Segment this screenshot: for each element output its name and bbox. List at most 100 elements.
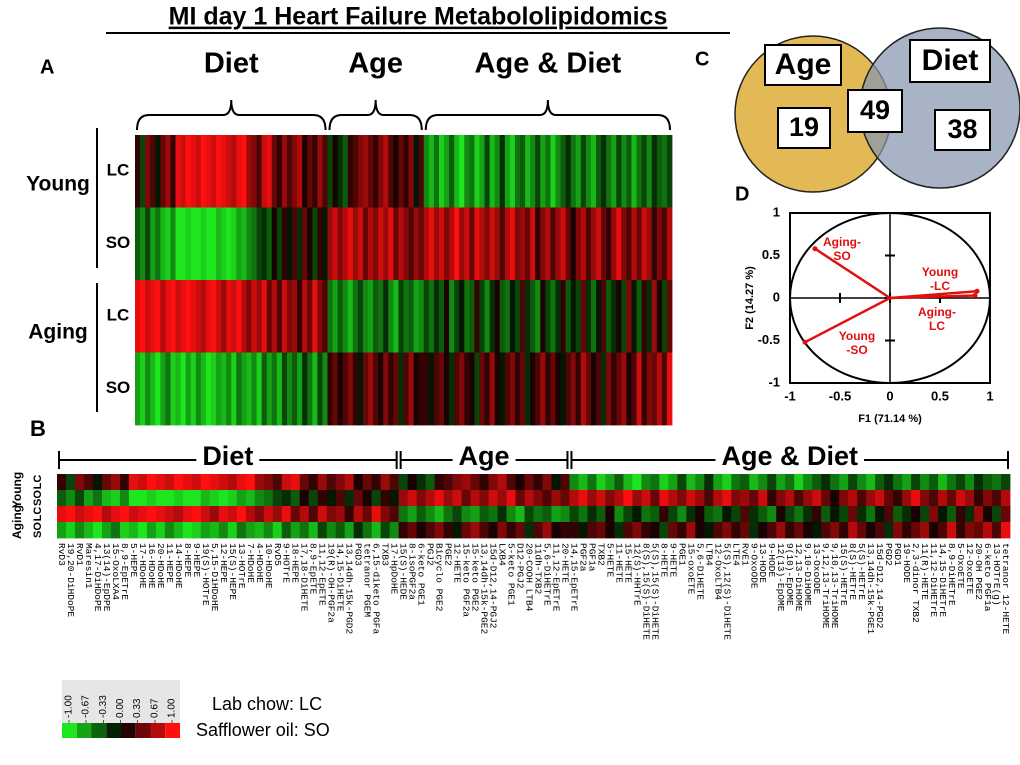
heatmap-cell	[226, 135, 232, 208]
heatmap-cell	[506, 522, 516, 539]
heatmap-cell	[632, 506, 642, 523]
metabolite-label: 11-HETE	[613, 543, 624, 583]
heatmap-cell	[322, 135, 328, 208]
heatmap-cell	[413, 352, 420, 426]
heatmap-cell	[570, 280, 577, 353]
heatmap-cell	[209, 506, 220, 523]
heatmap-cell	[965, 490, 975, 507]
heatmap-cell	[509, 280, 516, 353]
heatmap-cell	[371, 474, 382, 491]
heatmap-cell	[992, 506, 1002, 523]
heatmap-cell	[479, 506, 489, 523]
heatmap-cell	[585, 352, 592, 426]
heatmap-cell	[216, 280, 222, 353]
heatmap-cell	[383, 135, 389, 208]
heatmap-cell	[209, 474, 220, 491]
heatmap-cell	[362, 207, 369, 281]
heatmap-cell	[992, 490, 1002, 507]
heatmap-cell	[614, 506, 624, 523]
heatmap-cell	[560, 352, 567, 426]
heatmap-cell	[246, 280, 252, 353]
heatmap-cell	[661, 280, 668, 353]
heatmap-cell	[140, 280, 146, 353]
heatmap-cell	[974, 490, 984, 507]
heatmap-cell	[606, 135, 612, 208]
heatmap-cell	[371, 490, 382, 507]
metabolite-label: PGD1	[892, 543, 903, 566]
metabolite-label: 12,13-DiHOME	[793, 543, 804, 612]
heatmap-cell	[226, 207, 232, 281]
heatmap-cell	[506, 490, 516, 507]
heatmap-cell	[434, 490, 444, 507]
heatmap-cell	[570, 207, 577, 281]
heatmap-cell	[929, 506, 939, 523]
heatmap-cell	[209, 490, 220, 507]
metabolite-label: 9,10,13-TriHOME	[829, 543, 840, 629]
heatmap-cell	[276, 207, 283, 281]
metabolite-label: 8-HETE	[658, 543, 669, 578]
heatmap-cell	[373, 352, 379, 426]
heatmap-cell	[128, 490, 139, 507]
metabolite-label: Maresin1	[83, 543, 94, 589]
heatmap-cell	[614, 522, 624, 539]
heatmap-cell	[992, 522, 1002, 539]
heatmap-cell	[974, 522, 984, 539]
heatmap-cell	[175, 207, 181, 281]
metabolite-label: 5-keto PGE1	[506, 543, 517, 606]
heatmap-cell	[175, 352, 181, 426]
heatmap-cell	[292, 207, 298, 281]
heatmap-cell	[433, 135, 440, 208]
heatmap-cell	[884, 474, 894, 491]
heatmap-cell	[423, 352, 430, 426]
loading-point	[972, 292, 978, 298]
heatmap-cell	[57, 522, 67, 539]
heatmap-cell	[551, 474, 561, 491]
heatmap-cell	[695, 522, 705, 539]
heatmap-cell	[317, 135, 323, 208]
heatmap-cell	[575, 280, 582, 353]
heatmap-cell	[449, 135, 455, 208]
heatmap-cell	[362, 135, 369, 208]
metabolite-label: 15-keto PGF2a	[461, 543, 472, 617]
heatmap-cell	[659, 506, 669, 523]
metabolite-label: tetranor 12-HETE	[1000, 543, 1011, 635]
heatmap-cell	[821, 506, 831, 523]
heatmap-cell	[388, 207, 394, 281]
heatmap-cell	[533, 506, 543, 523]
heatmap-cell	[785, 506, 795, 523]
heatmap-cell	[499, 207, 506, 281]
heatmap-cell	[947, 522, 957, 539]
heatmap-cell	[565, 207, 572, 281]
row-group-label: Aging	[10, 505, 24, 539]
heatmap-cell	[494, 280, 501, 353]
heatmap-cell	[263, 490, 274, 507]
metabolite-label: PGF2a	[577, 543, 588, 572]
row-label: LC	[107, 161, 130, 180]
heatmap-cell	[632, 490, 642, 507]
heatmap-cell	[515, 490, 525, 507]
heatmap-cell	[322, 207, 328, 281]
heatmap-cell	[731, 506, 741, 523]
heatmap-cell	[857, 490, 867, 507]
heatmap-cell	[631, 352, 637, 426]
metabolite-label: 9,12,13-TriHOME	[820, 543, 831, 629]
heatmap-cell	[271, 280, 278, 353]
heatmap-cell	[488, 490, 498, 507]
heatmap-cell	[497, 490, 507, 507]
heatmap-cell	[383, 207, 389, 281]
heatmap-cell	[974, 506, 984, 523]
heatmap-cell	[623, 522, 633, 539]
metabolite-label: 20-COOH LTB4	[523, 543, 534, 612]
heatmap-cell	[749, 490, 759, 507]
heatmap-cell	[509, 135, 516, 208]
group-label: Age & Diet	[475, 48, 622, 80]
heatmap-cell	[464, 135, 470, 208]
heatmap-cell	[342, 207, 349, 281]
heatmap-cell	[292, 280, 298, 353]
panel-letter: A	[40, 56, 54, 78]
heatmap-cell	[297, 352, 303, 426]
metabolite-label: 12-HEPE	[218, 543, 229, 583]
heatmap-cell	[101, 522, 112, 539]
heatmap-cell	[601, 135, 607, 208]
heatmap-cell	[533, 522, 543, 539]
